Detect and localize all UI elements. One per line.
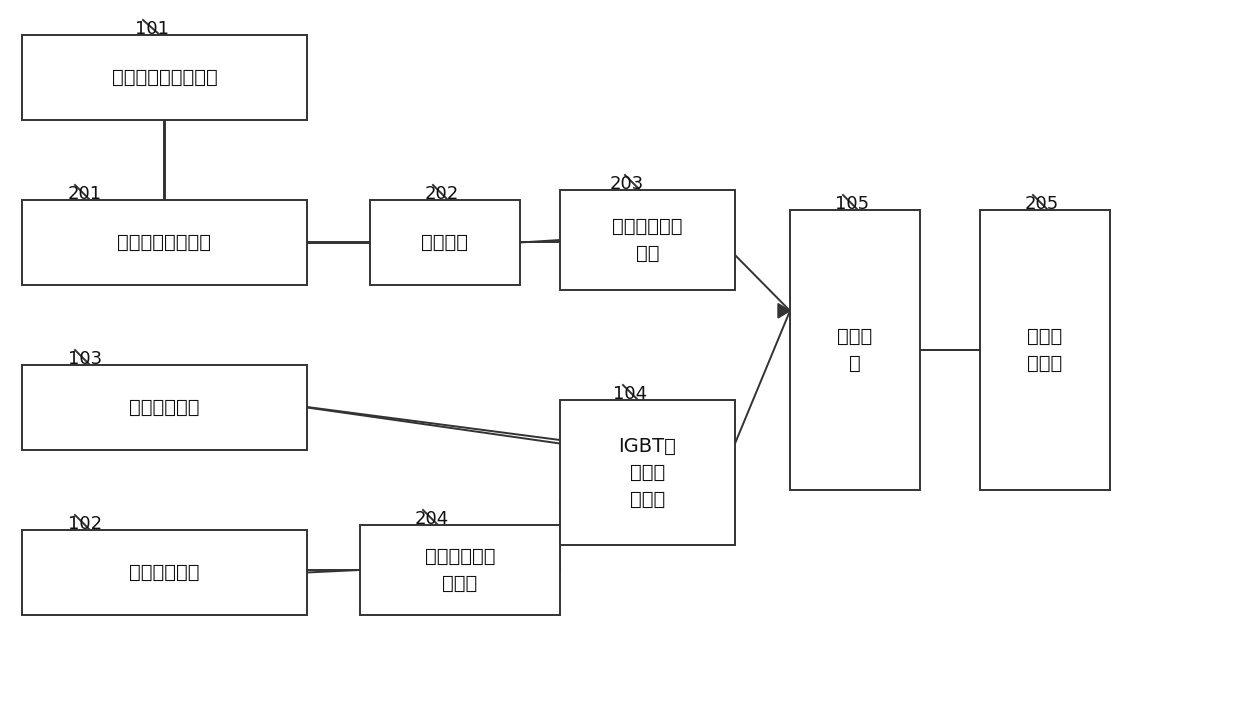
Polygon shape bbox=[777, 304, 790, 318]
Bar bbox=[22, 365, 308, 450]
Text: 频率电压转换
单元: 频率电压转换 单元 bbox=[613, 217, 683, 263]
Text: 103: 103 bbox=[68, 350, 102, 368]
Text: 隔离单元: 隔离单元 bbox=[422, 233, 469, 252]
Bar bbox=[22, 200, 308, 285]
Bar bbox=[22, 35, 308, 120]
Text: 204: 204 bbox=[415, 510, 449, 528]
Text: 电压频率转换单元: 电压频率转换单元 bbox=[118, 233, 212, 252]
Bar bbox=[560, 400, 735, 545]
Text: 101: 101 bbox=[135, 20, 169, 38]
Text: 电流最大值选
择单元: 电流最大值选 择单元 bbox=[425, 547, 495, 593]
Bar bbox=[360, 525, 560, 615]
Text: 104: 104 bbox=[613, 385, 647, 403]
Text: 201: 201 bbox=[68, 185, 102, 203]
Text: 102: 102 bbox=[68, 515, 102, 533]
Text: 散热器温度检测单元: 散热器温度检测单元 bbox=[112, 68, 217, 87]
Bar bbox=[790, 210, 920, 490]
Text: 电流检测单元: 电流检测单元 bbox=[129, 563, 200, 582]
Text: 202: 202 bbox=[425, 185, 459, 203]
Text: 频率检测单元: 频率检测单元 bbox=[129, 398, 200, 417]
Bar bbox=[980, 210, 1110, 490]
Bar bbox=[370, 200, 520, 285]
Text: 105: 105 bbox=[835, 195, 869, 213]
Text: IGBT结
温升获
得单元: IGBT结 温升获 得单元 bbox=[619, 437, 677, 508]
Text: 过温比
较单元: 过温比 较单元 bbox=[1028, 327, 1063, 373]
Text: 加法单
元: 加法单 元 bbox=[837, 327, 873, 373]
Text: 203: 203 bbox=[610, 175, 645, 193]
Bar bbox=[560, 190, 735, 290]
Text: 205: 205 bbox=[1025, 195, 1059, 213]
Bar bbox=[22, 530, 308, 615]
